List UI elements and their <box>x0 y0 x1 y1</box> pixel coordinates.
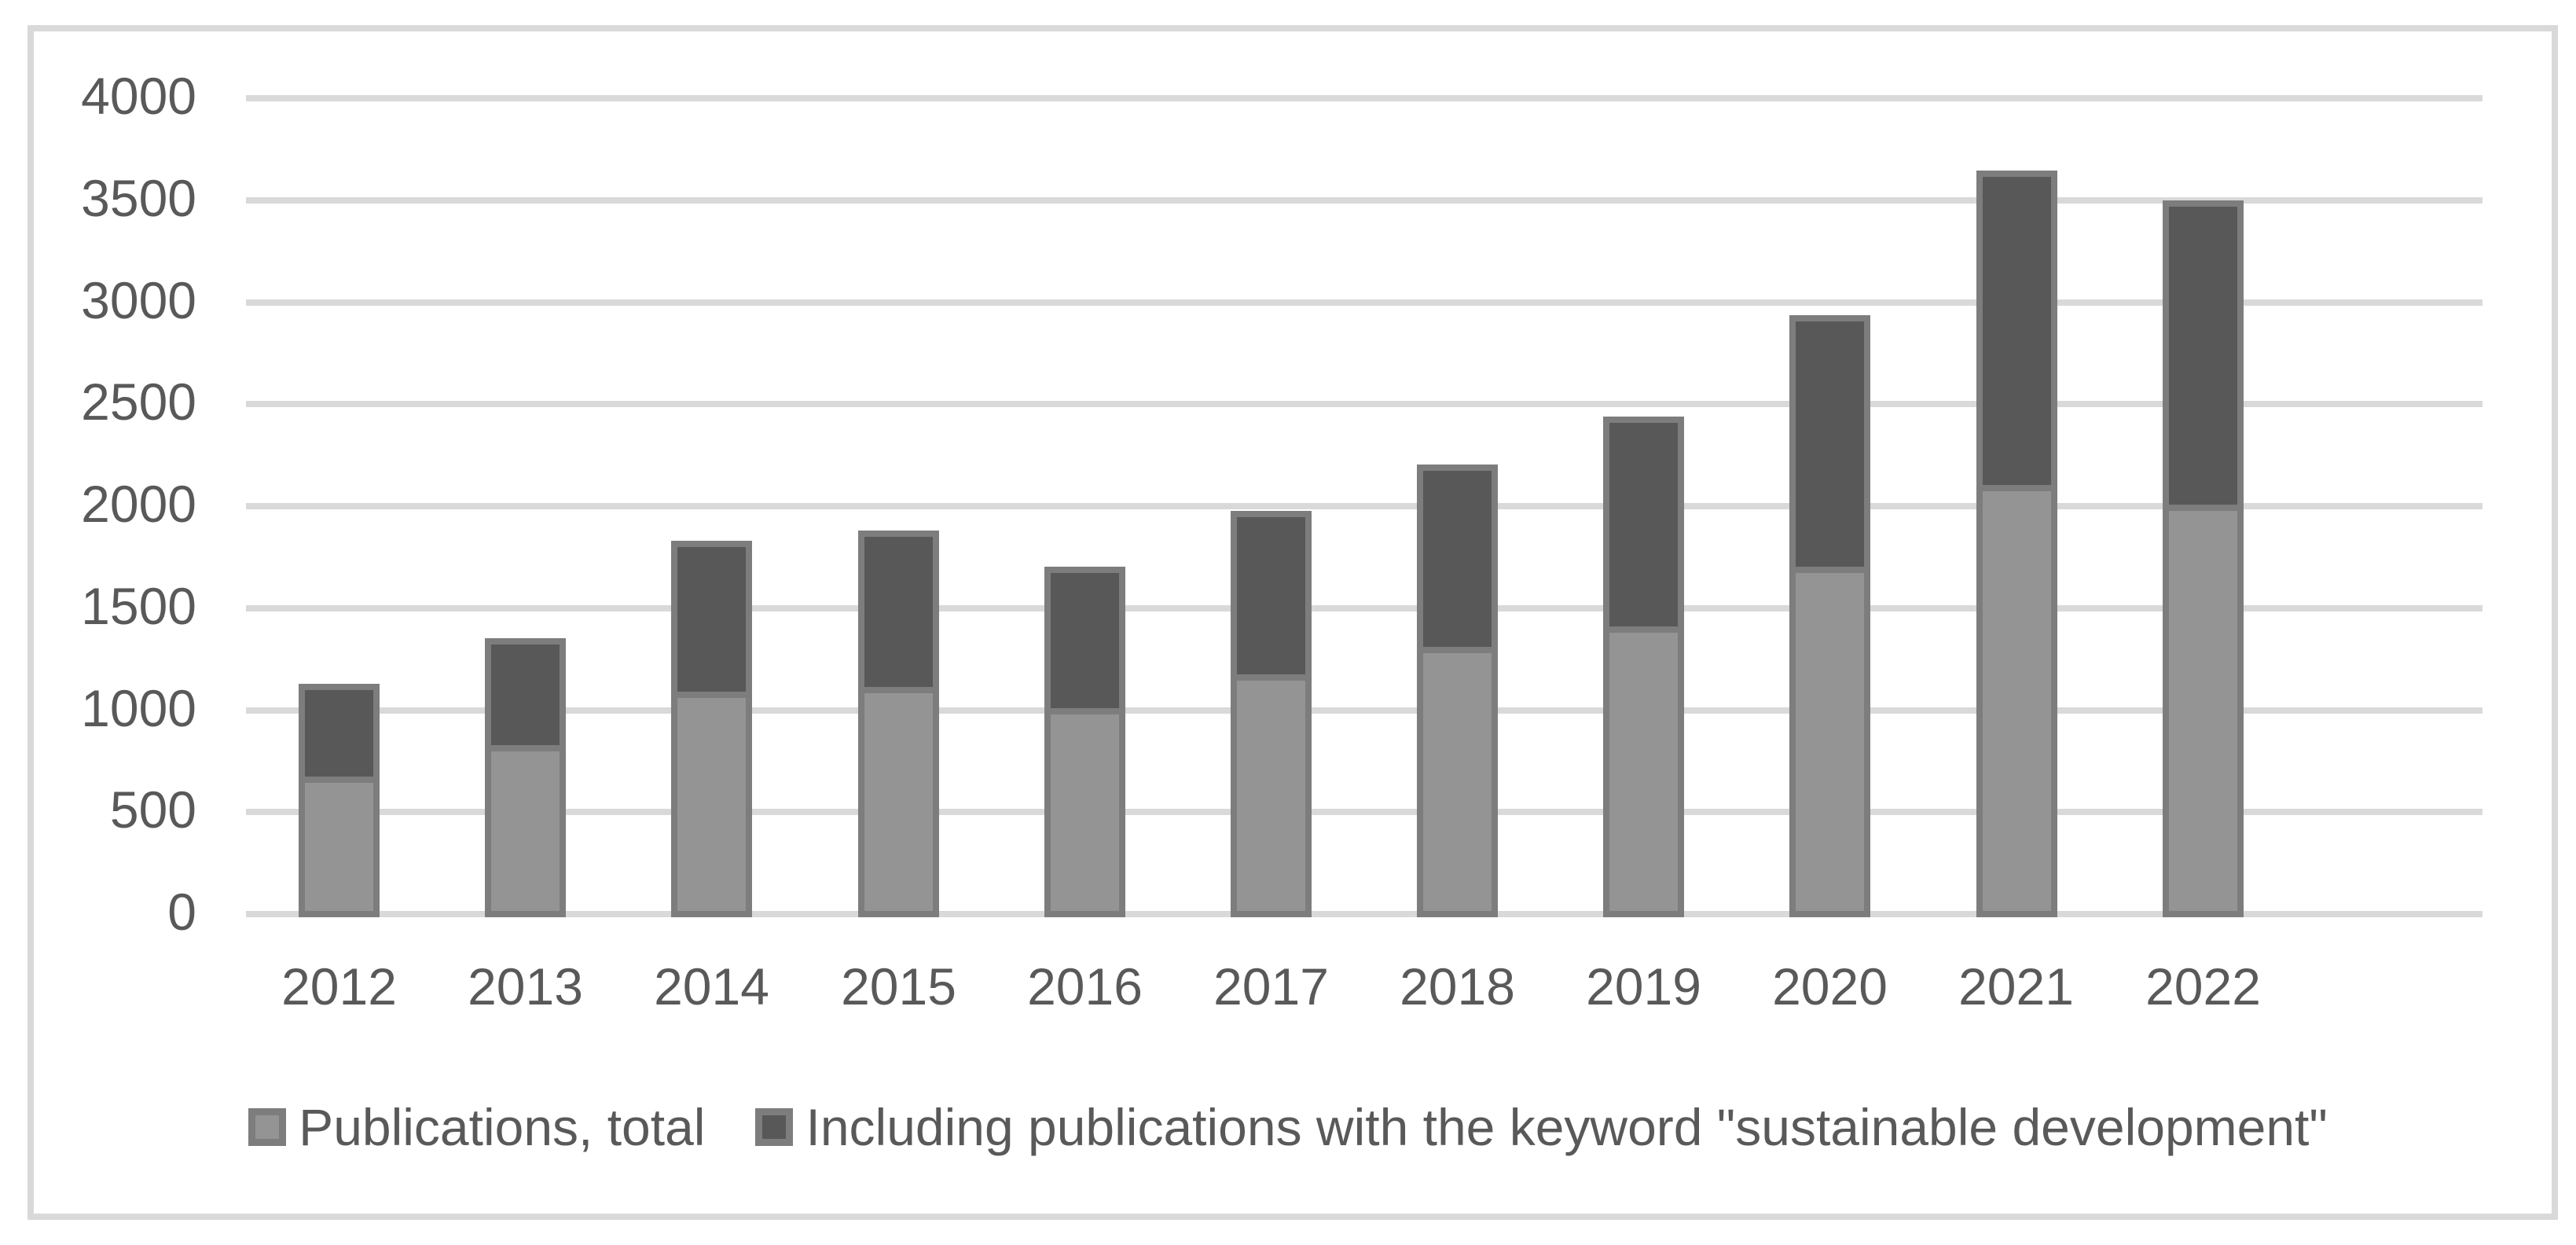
bar-segment-keyword-2020 <box>1789 315 1870 567</box>
bar-segment-keyword-2013 <box>485 638 566 745</box>
bar-2017 <box>1231 511 1312 917</box>
bar-segment-total-2020 <box>1789 567 1870 917</box>
gridline-3500 <box>246 196 2482 204</box>
bar-2013 <box>485 638 566 917</box>
y-tick-label-3000: 3000 <box>81 270 196 329</box>
light-gray-swatch-icon <box>248 1108 287 1146</box>
legend-label: Including publications with the keyword … <box>805 1098 2328 1156</box>
gridline-2000 <box>246 503 2482 509</box>
x-tick-label-2022: 2022 <box>2145 957 2261 1015</box>
x-tick-label-2019: 2019 <box>1586 957 1701 1015</box>
bar-segment-keyword-2022 <box>2163 200 2244 505</box>
bar-segment-keyword-2014 <box>671 541 752 692</box>
legend: Publications, total Including publication… <box>0 1099 2576 1155</box>
x-tick-label-2016: 2016 <box>1027 957 1143 1015</box>
bar-segment-total-2014 <box>671 692 752 917</box>
gridline-2500 <box>246 401 2482 408</box>
bar-segment-keyword-2017 <box>1231 511 1312 674</box>
bar-segment-total-2015 <box>858 687 939 917</box>
bar-2014 <box>671 541 752 917</box>
bar-segment-total-2012 <box>299 777 380 917</box>
bar-segment-total-2016 <box>1044 708 1125 917</box>
y-tick-label-0: 0 <box>167 883 196 941</box>
y-tick-label-2500: 2500 <box>81 373 196 432</box>
bar-2018 <box>1417 465 1498 917</box>
bar-2022 <box>2163 200 2244 917</box>
gridline-1500 <box>246 604 2482 611</box>
x-tick-label-2021: 2021 <box>1958 957 2074 1015</box>
bar-2016 <box>1044 567 1125 917</box>
bar-2012 <box>299 684 380 917</box>
y-tick-label-1000: 1000 <box>81 678 196 737</box>
bar-segment-keyword-2016 <box>1044 567 1125 708</box>
x-tick-label-2013: 2013 <box>468 957 583 1015</box>
bar-2021 <box>1976 171 2057 917</box>
bar-segment-keyword-2015 <box>858 531 939 687</box>
bar-segment-total-2022 <box>2163 505 2244 917</box>
bar-segment-total-2019 <box>1603 626 1684 917</box>
y-tick-label-3500: 3500 <box>81 168 196 227</box>
x-tick-label-2020: 2020 <box>1772 957 1888 1015</box>
bar-2015 <box>858 531 939 917</box>
bar-2020 <box>1789 315 1870 917</box>
dark-gray-swatch-icon <box>755 1108 794 1146</box>
bar-segment-total-2018 <box>1417 647 1498 917</box>
plot-area <box>246 95 2482 917</box>
bar-segment-total-2021 <box>1976 485 2057 917</box>
gridline-1000 <box>246 707 2482 714</box>
x-tick-label-2014: 2014 <box>654 957 769 1015</box>
bar-segment-total-2013 <box>485 745 566 917</box>
gridline-0 <box>246 911 2482 917</box>
y-tick-label-2000: 2000 <box>81 475 196 533</box>
y-tick-label-1500: 1500 <box>81 576 196 635</box>
x-tick-label-2017: 2017 <box>1213 957 1329 1015</box>
bar-segment-total-2017 <box>1231 674 1312 917</box>
bar-segment-keyword-2012 <box>299 684 380 777</box>
gridline-3000 <box>246 299 2482 306</box>
bar-2019 <box>1603 417 1684 917</box>
x-tick-label-2015: 2015 <box>841 957 956 1015</box>
gridline-4000 <box>246 95 2482 101</box>
x-tick-label-2018: 2018 <box>1400 957 1515 1015</box>
bar-segment-keyword-2021 <box>1976 171 2057 485</box>
gridline-500 <box>246 809 2482 816</box>
x-tick-label-2012: 2012 <box>281 957 397 1015</box>
bar-segment-keyword-2019 <box>1603 417 1684 626</box>
legend-item-total: Publications, total <box>248 1099 705 1155</box>
legend-item-keyword: Including publications with the keyword … <box>755 1098 2328 1156</box>
bar-segment-keyword-2018 <box>1417 465 1498 647</box>
y-tick-label-500: 500 <box>109 780 196 839</box>
legend-label: Publications, total <box>299 1098 706 1156</box>
y-tick-label-4000: 4000 <box>81 67 196 125</box>
